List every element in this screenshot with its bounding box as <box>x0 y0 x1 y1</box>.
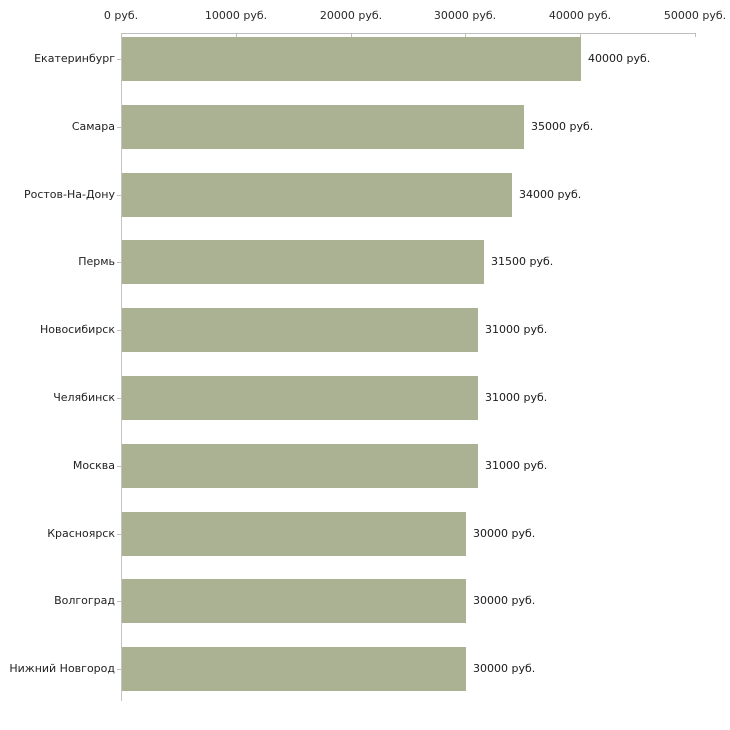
x-tick-label: 0 руб. <box>103 9 139 22</box>
value-label: 31500 руб. <box>491 255 554 268</box>
bar <box>122 240 484 284</box>
category-tick-mark <box>117 398 121 399</box>
bar-row: Самара 35000 руб. <box>0 105 730 149</box>
x-tick-mark <box>580 33 581 37</box>
value-label: 40000 руб. <box>588 52 651 65</box>
x-tick-label: 20000 руб. <box>319 9 383 22</box>
category-label: Самара <box>71 120 115 133</box>
bar-row: Красноярск 30000 руб. <box>0 512 730 556</box>
bar <box>122 579 466 623</box>
value-label: 35000 руб. <box>531 120 594 133</box>
y-axis-line <box>121 33 122 701</box>
bar <box>122 173 512 217</box>
category-tick-mark <box>117 601 121 602</box>
category-tick-mark <box>117 669 121 670</box>
bar-row: Новосибирск 31000 руб. <box>0 308 730 352</box>
bar <box>122 376 478 420</box>
x-tick-mark <box>695 33 696 37</box>
bar-row: Челябинск 31000 руб. <box>0 376 730 420</box>
value-label: 31000 руб. <box>485 459 548 472</box>
x-tick-label: 10000 руб. <box>204 9 268 22</box>
value-label: 31000 руб. <box>485 323 548 336</box>
bar <box>122 512 466 556</box>
bar <box>122 444 478 488</box>
category-tick-mark <box>117 534 121 535</box>
category-tick-mark <box>117 262 121 263</box>
bar-row: Нижний Новгород 30000 руб. <box>0 647 730 691</box>
value-label: 34000 руб. <box>519 188 582 201</box>
bar-row: Волгоград 30000 руб. <box>0 579 730 623</box>
category-label: Пермь <box>78 255 115 268</box>
x-tick-mark <box>465 33 466 37</box>
x-tick-label: 30000 руб. <box>433 9 497 22</box>
category-tick-mark <box>117 466 121 467</box>
value-label: 30000 руб. <box>473 527 536 540</box>
category-label: Москва <box>72 459 115 472</box>
bar <box>122 647 466 691</box>
value-label: 31000 руб. <box>485 391 548 404</box>
bar <box>122 308 478 352</box>
category-label: Ростов-На-Дону <box>23 188 115 201</box>
value-label: 30000 руб. <box>473 662 536 675</box>
x-tick-mark <box>121 33 122 37</box>
bar-row: Екатеринбург 40000 руб. <box>0 37 730 81</box>
category-label: Красноярск <box>47 527 115 540</box>
category-label: Волгоград <box>54 594 115 607</box>
x-tick-label: 50000 руб. <box>663 9 727 22</box>
x-axis-line <box>121 33 696 34</box>
bar-row: Москва 31000 руб. <box>0 444 730 488</box>
bar-row: Пермь 31500 руб. <box>0 240 730 284</box>
category-label: Челябинск <box>53 391 115 404</box>
bar <box>122 37 581 81</box>
category-label: Екатеринбург <box>34 52 115 65</box>
category-tick-mark <box>117 195 121 196</box>
category-tick-mark <box>117 59 121 60</box>
bar-row: Ростов-На-Дону 34000 руб. <box>0 173 730 217</box>
x-tick-label: 40000 руб. <box>548 9 612 22</box>
x-tick-mark <box>236 33 237 37</box>
category-label: Новосибирск <box>39 323 115 336</box>
x-tick-mark <box>351 33 352 37</box>
category-label: Нижний Новгород <box>9 662 115 675</box>
category-tick-mark <box>117 127 121 128</box>
category-tick-mark <box>117 330 121 331</box>
bar <box>122 105 524 149</box>
value-label: 30000 руб. <box>473 594 536 607</box>
